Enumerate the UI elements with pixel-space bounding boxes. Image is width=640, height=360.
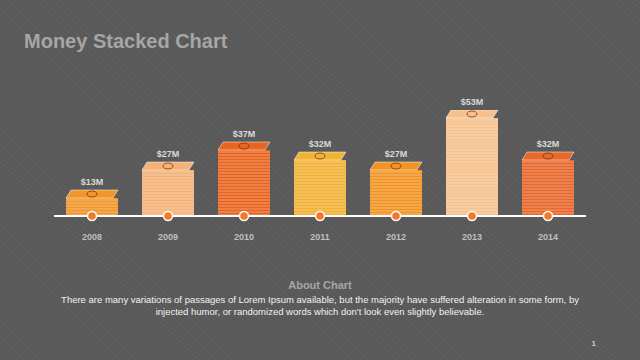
svg-text:$32M: $32M	[537, 139, 560, 149]
svg-text:2010: 2010	[234, 232, 254, 242]
html-text:Money Stacked Chart: Money Stacked Chart	[24, 30, 228, 52]
html-text:There are many variations of p: There are many variations of passages of…	[61, 294, 579, 317]
svg-text:2014: 2014	[538, 232, 558, 242]
svg-text:$13M: $13M	[81, 177, 104, 187]
svg-text:$27M: $27M	[157, 149, 180, 159]
svg-text:$32M: $32M	[309, 139, 332, 149]
svg-text:2012: 2012	[386, 232, 406, 242]
svg-text:2009: 2009	[158, 232, 178, 242]
svg-text:2008: 2008	[82, 232, 102, 242]
svg-text:$53M: $53M	[461, 97, 484, 107]
svg-text:$27M: $27M	[385, 149, 408, 159]
html-text:1: 1	[591, 339, 596, 348]
svg-text:$37M: $37M	[233, 129, 256, 139]
svg-text:2013: 2013	[462, 232, 482, 242]
svg-text:2011: 2011	[310, 232, 330, 242]
html-text:About Chart: About Chart	[288, 279, 352, 291]
